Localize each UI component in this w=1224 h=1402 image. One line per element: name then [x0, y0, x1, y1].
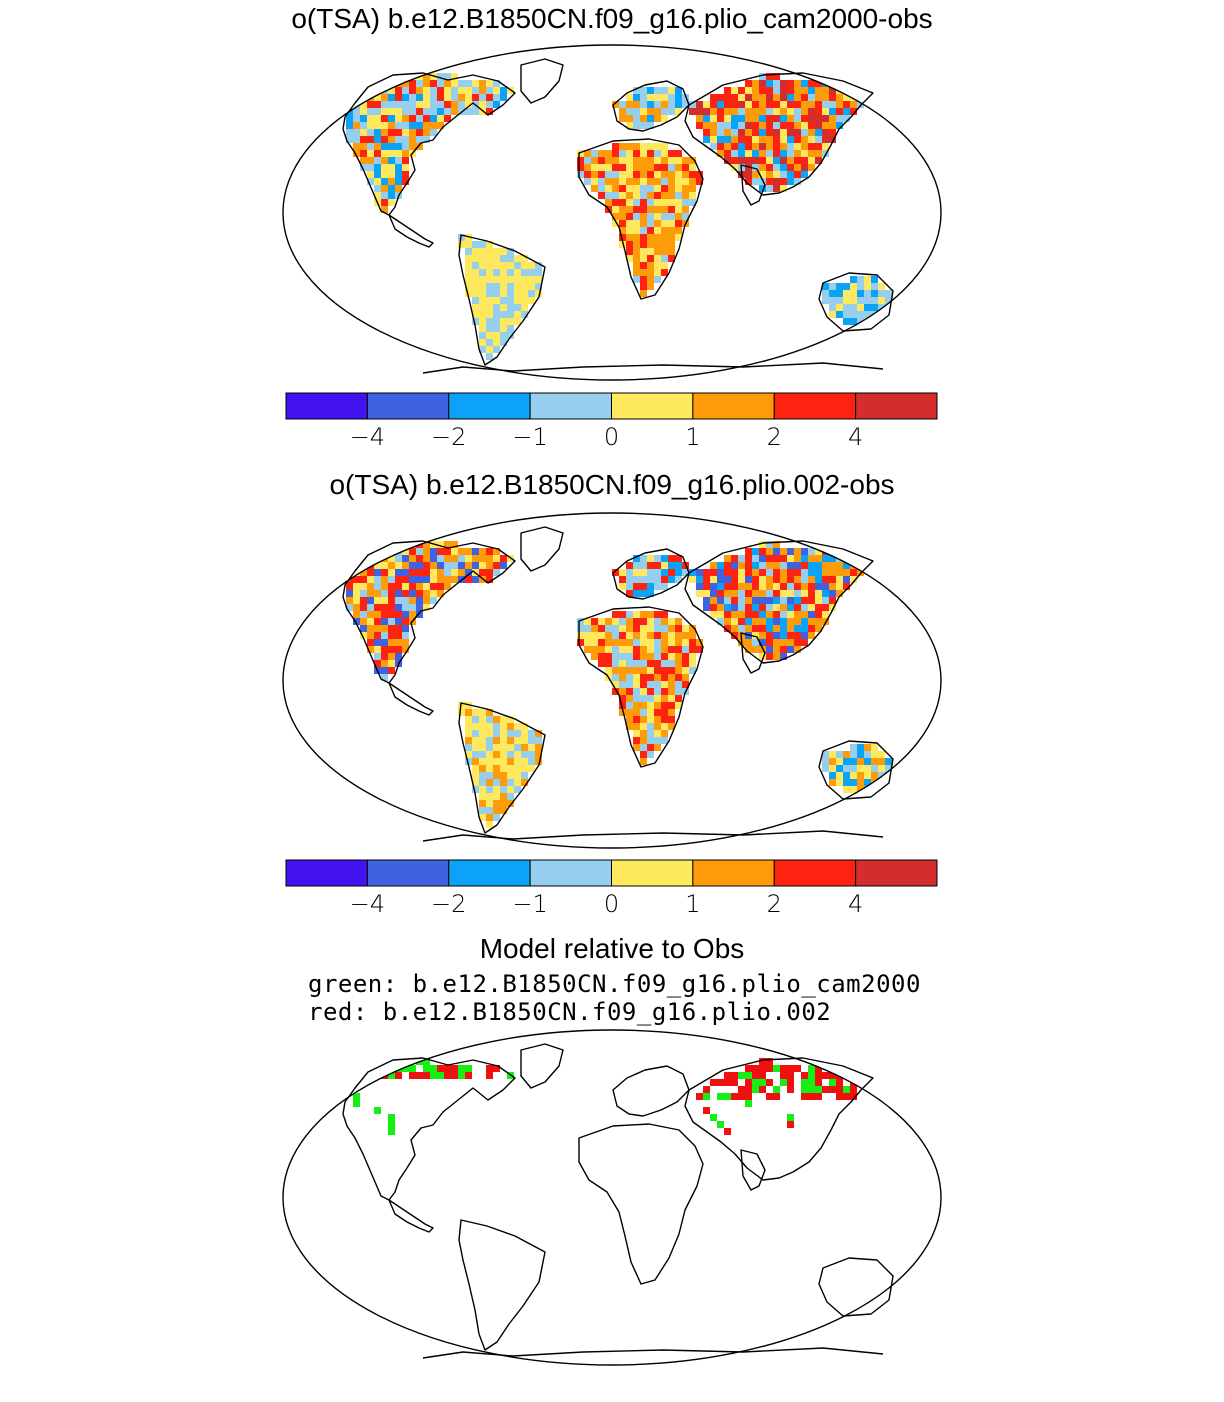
map-3-field	[353, 1058, 871, 1135]
map2-title: o(TSA) b.e12.B1850CN.f09_g16.plio.002-ob…	[329, 469, 895, 500]
colorbar-2-tick-label: 2	[767, 890, 782, 918]
colorbar-2-tick-label: −4	[350, 890, 385, 918]
map-1	[282, 44, 942, 381]
colorbar-1-swatch	[285, 392, 368, 420]
colorbar-1-swatch	[611, 392, 694, 420]
colorbar-2-tick-label: 4	[848, 890, 863, 918]
colorbar-1-swatch	[448, 392, 531, 420]
colorbar-2-swatch	[855, 859, 938, 887]
colorbar-2-tick-label: −2	[431, 890, 466, 918]
map1-title: o(TSA) b.e12.B1850CN.f09_g16.plio_cam200…	[291, 3, 933, 34]
colorbar-2: −4 −2 −1 0 1 2 4	[285, 859, 938, 918]
colorbar-2-swatch	[448, 859, 531, 887]
colorbar-2-swatch	[773, 859, 857, 887]
map-1-border	[282, 44, 942, 381]
colorbar-2-swatch	[366, 859, 450, 887]
colorbar-1-tick-label: 1	[685, 423, 700, 451]
colorbar-1-tick-label: 2	[767, 423, 782, 451]
colorbar-1-swatch	[773, 392, 857, 420]
colorbar-2-tick-label: 0	[604, 890, 619, 918]
map-3-border	[282, 1029, 942, 1366]
legend-green: green: b.e12.B1850CN.f09_g16.plio_cam200…	[308, 970, 921, 998]
colorbar-1-tick-label: −4	[350, 423, 385, 451]
colorbar-2-swatch	[285, 859, 368, 887]
map-2-border	[282, 512, 942, 849]
colorbar-1-tick-label: −1	[512, 423, 547, 451]
colorbar-2-swatch	[529, 859, 612, 887]
colorbar-1-tick-label: 0	[604, 423, 619, 451]
colorbar-2-swatch	[692, 859, 775, 887]
colorbar-1-swatch	[855, 392, 938, 420]
map-3	[282, 1029, 942, 1366]
map-2-field	[346, 541, 892, 828]
map-1-field	[346, 73, 892, 360]
colorbar-1-swatch	[366, 392, 450, 420]
colorbar-1-swatch	[692, 392, 775, 420]
colorbar-2-swatch	[611, 859, 694, 887]
colorbar-1-tick-label: 4	[848, 423, 863, 451]
colorbar-1-tick-label: −2	[431, 423, 466, 451]
legend-red: red: b.e12.B1850CN.f09_g16.plio.002	[308, 998, 832, 1026]
colorbar-2-tick-label: −1	[512, 890, 547, 918]
colorbar-1-swatch	[529, 392, 612, 420]
colorbar-1: −4 −2 −1 0 1 2 4	[285, 392, 938, 451]
colorbar-2-tick-label: 1	[685, 890, 700, 918]
map-2	[282, 512, 942, 849]
map3-title: Model relative to Obs	[479, 933, 745, 964]
